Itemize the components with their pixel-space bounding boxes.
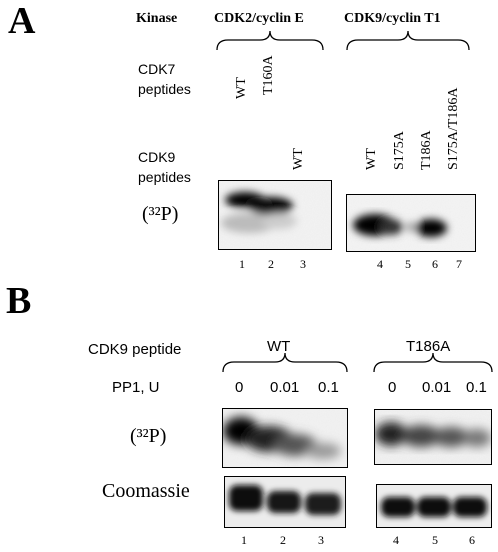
lane-number-b-3: 3 bbox=[318, 533, 324, 547]
lane-label-cdk9-s175a-t186a: S175A/T186A bbox=[446, 87, 461, 170]
lane-number-a-2: 2 bbox=[268, 257, 274, 271]
autoradiograph-a-left bbox=[218, 180, 332, 250]
autoradiograph-b-t186a bbox=[374, 409, 492, 465]
cdk9-label-line2: peptides bbox=[138, 169, 191, 185]
lane-number-a-1: 1 bbox=[239, 257, 245, 271]
group2-brace-b bbox=[373, 352, 493, 373]
pp1-dose-2: 0.01 bbox=[270, 379, 300, 396]
group1-title: CDK2/cyclin E bbox=[214, 11, 304, 26]
blot-label-b: (³²P) bbox=[130, 425, 167, 447]
lane-number-a-3: 3 bbox=[300, 257, 306, 271]
cdk9-label-line1: CDK9 bbox=[138, 149, 176, 165]
group1-brace-b bbox=[222, 352, 348, 373]
lane-label-cdk9-t186a: T186A bbox=[419, 130, 434, 170]
group1-brace bbox=[216, 30, 324, 51]
lane-number-a-5: 5 bbox=[405, 257, 411, 271]
blot-label-a: (³²P) bbox=[142, 203, 179, 225]
cdk9-peptide-label: CDK9 peptide bbox=[88, 341, 182, 358]
lane-label-cdk7-wt: WT bbox=[234, 77, 249, 99]
kinase-label: Kinase bbox=[136, 11, 178, 26]
panel-a-letter: A bbox=[8, 0, 36, 42]
lane-number-b-5: 5 bbox=[432, 533, 438, 547]
lane-label-cdk9-wt: WT bbox=[364, 148, 379, 170]
lane-number-a-6: 6 bbox=[432, 257, 438, 271]
pp1-dose-5: 0.01 bbox=[422, 379, 452, 396]
lane-label-cdk7-t160a: T160A bbox=[261, 55, 276, 95]
pp1-dose-4: 0 bbox=[388, 379, 397, 396]
panel-b-letter: B bbox=[6, 280, 32, 322]
lane-number-b-4: 4 bbox=[393, 533, 399, 547]
lane-number-b-2: 2 bbox=[280, 533, 286, 547]
cdk7-label-line2: peptides bbox=[138, 81, 191, 97]
lane-number-b-6: 6 bbox=[469, 533, 475, 547]
lane-label-cdk9-s175a: S175A bbox=[392, 131, 407, 170]
coomassie-gel-t186a bbox=[376, 484, 492, 528]
coomassie-label: Coomassie bbox=[102, 480, 190, 502]
pp1-dose-1: 0 bbox=[235, 379, 244, 396]
lane-number-a-4: 4 bbox=[377, 257, 383, 271]
lane-number-a-7: 7 bbox=[456, 257, 462, 271]
lane-number-b-1: 1 bbox=[241, 533, 247, 547]
lane-label-cdk9-wt-lane3: WT bbox=[291, 148, 306, 170]
autoradiograph-b-wt bbox=[222, 408, 348, 468]
pp1-dose-6: 0.1 bbox=[466, 379, 487, 396]
cdk7-label-line1: CDK7 bbox=[138, 61, 176, 77]
group2-title: CDK9/cyclin T1 bbox=[344, 11, 441, 26]
autoradiograph-a-right bbox=[346, 194, 476, 252]
pp1-label: PP1, U bbox=[112, 379, 160, 396]
coomassie-gel-wt bbox=[224, 476, 346, 528]
group2-brace bbox=[346, 30, 470, 51]
group1-title-b: WT bbox=[267, 338, 291, 355]
group2-title-b: T186A bbox=[406, 338, 451, 355]
pp1-dose-3: 0.1 bbox=[318, 379, 339, 396]
